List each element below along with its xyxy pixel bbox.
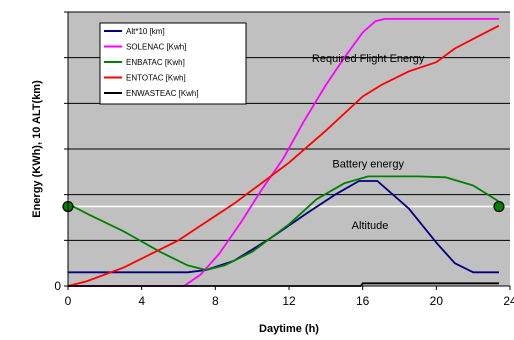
x-tick-label: 8: [212, 294, 219, 308]
series-line-2: [67, 175, 500, 271]
end-marker-1: [493, 200, 505, 213]
annotation-1: Required Flight Energy: [312, 53, 425, 65]
x-ticks: 0 4 8 12 16 20 24: [65, 286, 514, 308]
series-line-3: [67, 24, 500, 287]
annotation-3: Altitude: [352, 220, 389, 232]
annotation-2: Battery energy: [332, 158, 404, 170]
x-tick-label: 20: [430, 294, 444, 308]
legend: Alt*10 [km] SOLENAC [Kwh] ENBATAC [Kwh] ENT…: [99, 22, 247, 105]
x-tick-label: 16: [356, 294, 370, 308]
legend-label-3: ENTOTAC [Kwh]: [126, 74, 186, 83]
legend-label-0: Alt*10 [km]: [126, 27, 165, 36]
x-tick-label: 0: [65, 294, 72, 308]
y-tick-label: 0: [54, 279, 61, 293]
x-tick-label: 12: [282, 294, 296, 308]
legend-label-2: ENBATAC [Kwh]: [126, 58, 185, 67]
series-line-1: [68, 17, 499, 287]
legend-label-1: SOLENAC [Kwh]: [126, 43, 186, 52]
annotations: Collected Solar EnergyRequired Flight En…: [312, 53, 425, 232]
y-axis-label: Energy (KWh), 10 ALT(km): [31, 80, 43, 218]
series-layer: [67, 17, 500, 287]
x-tick-label: 24: [503, 294, 514, 308]
x-tick-label: 4: [138, 294, 145, 308]
legend-label-4: ENWASTEAC [Kwh]: [126, 89, 199, 98]
x-axis-label: Daytime (h): [259, 323, 319, 335]
y-ticks: 0: [54, 11, 68, 293]
legend-box: [99, 22, 247, 105]
